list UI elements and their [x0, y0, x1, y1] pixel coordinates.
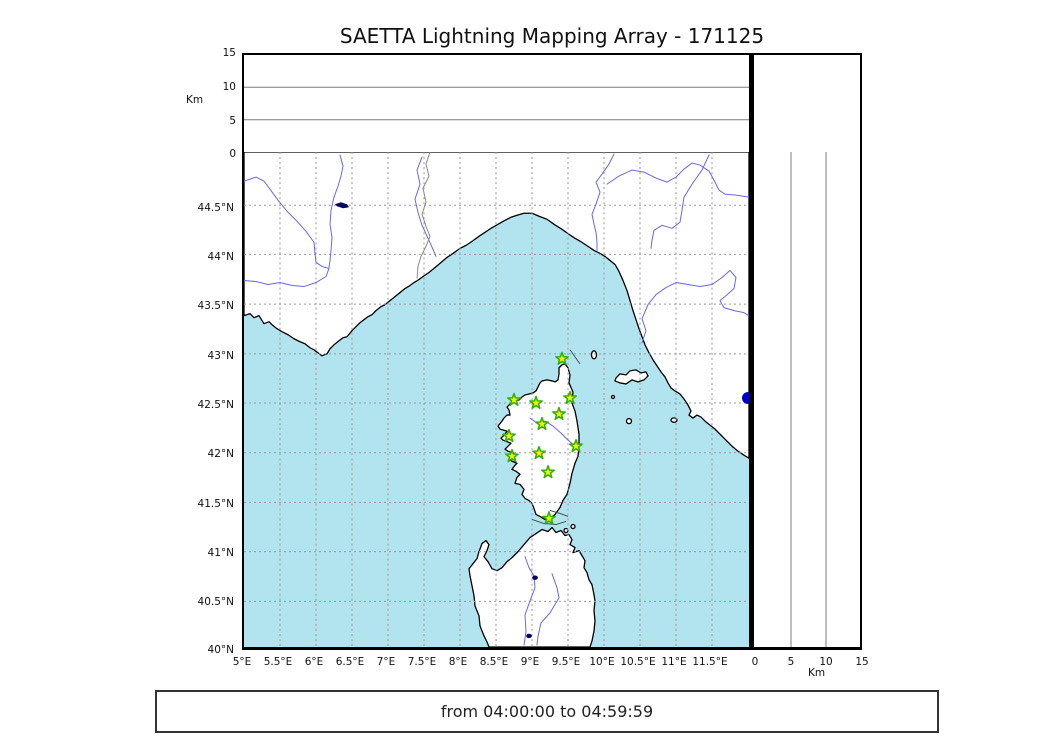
alt-tick-label: 5 — [229, 115, 236, 127]
alt-tick-label: 10 — [819, 656, 833, 668]
rivers-layer — [244, 153, 749, 646]
lon-tick-label: 6.5°E — [335, 656, 365, 668]
lon-tick-label: 8°E — [448, 656, 468, 668]
sea-line — [549, 510, 569, 517]
river — [591, 153, 615, 251]
corner-panel — [752, 53, 862, 155]
lon-tick-label: 10.5°E — [620, 656, 656, 668]
sardinia-island — [468, 526, 596, 647]
land-layer — [244, 152, 749, 647]
altitude-latitude-plot — [790, 152, 827, 647]
corsica-island — [497, 363, 580, 522]
lon-tick-label: 11°E — [661, 656, 687, 668]
alt-axis-unit: Km — [186, 94, 204, 106]
river — [641, 269, 749, 344]
lon-tick-label: 8.5°E — [479, 656, 509, 668]
montecristo-island — [625, 417, 633, 425]
river — [650, 154, 710, 249]
lat-tick-label: 40°N — [207, 644, 234, 656]
lat-tick-label: 42.5°N — [197, 399, 234, 411]
lon-tick-label: 9°E — [520, 656, 540, 668]
lon-tick-label: 6°E — [304, 656, 324, 668]
lon-tick-label: 11.5°E — [692, 656, 728, 668]
time-range-text: from 04:00:00 to 04:59:59 — [440, 702, 654, 721]
capraia-island — [590, 350, 598, 360]
lat-tick-label: 42°N — [207, 448, 234, 460]
time-range-box: from 04:00:00 to 04:59:59 — [155, 690, 939, 733]
lon-tick-label: 5.5°E — [263, 656, 293, 668]
map-svg — [244, 152, 749, 647]
small-islet — [610, 394, 616, 400]
lat-tick-label: 44.5°N — [197, 202, 234, 214]
lake — [532, 575, 538, 580]
river — [328, 154, 344, 268]
lat-tick-label: 41°N — [207, 547, 234, 559]
lake — [335, 202, 349, 209]
alt-tick-label: 0 — [229, 148, 236, 160]
alt-tick-label: 15 — [855, 656, 869, 668]
lon-tick-label: 9.5°E — [551, 656, 581, 668]
altitude-latitude-panel — [752, 152, 862, 650]
country-border — [416, 152, 431, 279]
altitude-longitude-plot — [244, 86, 749, 121]
river — [606, 162, 749, 198]
river — [536, 573, 560, 646]
river — [244, 176, 330, 288]
lat-tick-label: 43°N — [207, 350, 234, 362]
page-title: SAETTA Lightning Mapping Array - 171125 — [339, 24, 765, 48]
lat-tick-label: 44°N — [207, 251, 234, 263]
river — [523, 556, 536, 646]
maddalena-islet — [570, 523, 576, 530]
lat-tick-label: 41.5°N — [197, 498, 234, 510]
map-panel — [242, 152, 752, 650]
point-marker — [742, 391, 749, 405]
lon-tick-label: 7.5°E — [407, 656, 437, 668]
maddalena-islet — [563, 527, 569, 534]
lon-tick-label: 5°E — [232, 656, 252, 668]
altitude-longitude-panel — [242, 53, 752, 155]
alt-tick-label: 15 — [222, 47, 236, 59]
alt-tick-label: 5 — [787, 656, 795, 668]
graticule-layer — [244, 152, 749, 647]
point-marker-layer — [742, 391, 749, 405]
river — [414, 156, 437, 257]
lake — [526, 633, 532, 639]
lat-tick-label: 40.5°N — [197, 596, 234, 608]
alt-tick-label: 0 — [751, 656, 759, 668]
alt-tick-label: 10 — [222, 81, 236, 93]
lon-tick-label: 7°E — [376, 656, 396, 668]
mainland-coast — [244, 152, 749, 459]
sea-line — [531, 519, 567, 525]
boundaries-layer — [335, 152, 581, 639]
lat-tick-label: 43.5°N — [197, 300, 234, 312]
lon-tick-label: 10°E — [589, 656, 615, 668]
alt-axis-unit: Km — [808, 667, 826, 679]
sea-line — [569, 349, 581, 365]
